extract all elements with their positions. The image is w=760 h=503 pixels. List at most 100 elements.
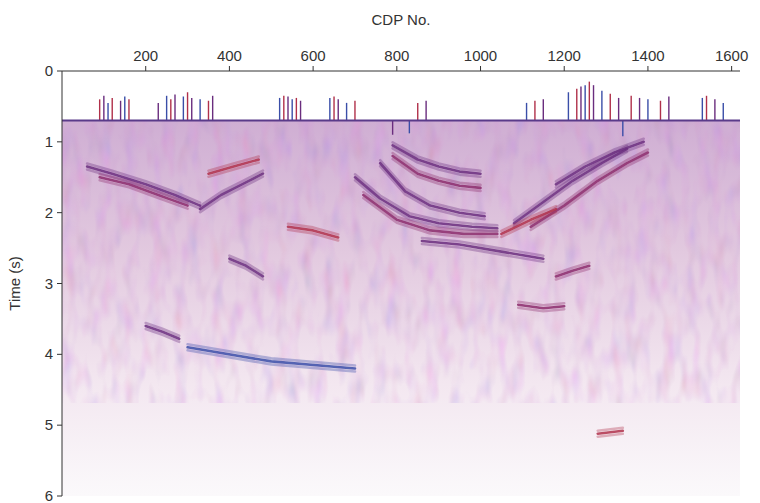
reflector: [229, 262, 263, 280]
reflector: [514, 152, 627, 226]
reflector: [422, 244, 543, 262]
static-trace: [392, 121, 393, 135]
x-tick: [229, 66, 230, 71]
x-tick-label: 1200: [548, 47, 581, 64]
reflector: [363, 198, 497, 237]
y-tick-label: 3: [45, 275, 53, 292]
x-tick: [564, 66, 565, 71]
plot-area: [62, 82, 740, 496]
x-tick: [731, 66, 732, 71]
static-trace: [333, 97, 334, 121]
static-trace: [103, 96, 104, 121]
static-trace: [291, 99, 292, 120]
x-tick: [396, 66, 397, 71]
static-trace: [346, 103, 347, 121]
x-axis-title: CDP No.: [372, 11, 431, 28]
x-tick: [313, 66, 314, 71]
static-trace: [166, 96, 167, 121]
static-trace: [296, 98, 297, 121]
static-trace: [170, 99, 171, 120]
y-tick: [57, 71, 62, 72]
reflector: [393, 159, 481, 191]
static-trace: [622, 121, 623, 137]
reflector: [501, 212, 556, 237]
static-trace: [199, 99, 200, 120]
y-tick-label: 6: [45, 487, 53, 503]
x-tick-label: 600: [301, 47, 326, 64]
static-trace: [425, 101, 426, 121]
y-tick: [57, 141, 62, 142]
static-trace: [187, 92, 188, 120]
section-background: [62, 121, 740, 496]
x-tick: [145, 66, 146, 71]
reflector: [518, 308, 564, 312]
static-trace: [128, 99, 129, 120]
reflector: [501, 209, 556, 234]
static-trace: [610, 94, 611, 121]
y-tick: [57, 212, 62, 213]
static-trace: [593, 85, 594, 120]
y-tick: [57, 354, 62, 355]
static-trace: [208, 101, 209, 121]
static-trace: [589, 82, 590, 121]
y-tick-label: 0: [45, 62, 53, 79]
static-trace: [287, 97, 288, 121]
axes: 200 400 600 800 1000 1200 1400 1600 0 1 2 3 4 5 6: [45, 47, 749, 503]
static-trace: [576, 89, 577, 121]
static-trace: [526, 103, 527, 121]
y-tick: [57, 283, 62, 284]
static-trace: [668, 97, 669, 121]
static-trace: [543, 99, 544, 120]
static-trace: [124, 97, 125, 121]
static-trace: [417, 103, 418, 121]
reflector: [209, 163, 259, 177]
x-tick: [480, 66, 481, 71]
reflector: [209, 160, 259, 174]
static-trace: [120, 101, 121, 121]
y-tick-label: 1: [45, 133, 53, 150]
reflector: [598, 434, 623, 437]
reflector: [501, 206, 556, 231]
static-trace: [714, 99, 715, 120]
reflector: [556, 145, 644, 188]
x-tick-label: 200: [133, 47, 158, 64]
static-trace: [618, 98, 619, 121]
x-tick: [647, 66, 648, 71]
reflector: [100, 180, 188, 208]
static-trace: [647, 99, 648, 120]
static-trace: [409, 121, 410, 134]
y-tick: [57, 425, 62, 426]
reflector: [188, 350, 355, 371]
x-tick-label: 1600: [715, 47, 748, 64]
static-trace: [706, 96, 707, 121]
x-axis-line: [62, 71, 740, 72]
x-tick-label: 400: [217, 47, 242, 64]
x-tick-label: 1000: [464, 47, 497, 64]
static-trace: [601, 91, 602, 121]
static-trace: [99, 99, 100, 120]
reflector: [146, 326, 180, 339]
record-start-line: [62, 120, 740, 122]
y-tick-label: 5: [45, 416, 53, 433]
static-trace: [660, 101, 661, 121]
static-trace: [174, 94, 175, 120]
static-trace: [158, 103, 159, 121]
static-trace: [338, 99, 339, 120]
x-tick-label: 800: [384, 47, 409, 64]
static-trace: [329, 98, 330, 121]
x-tick-label: 1400: [631, 47, 664, 64]
static-trace: [534, 101, 535, 121]
reflector: [200, 177, 263, 212]
reflector: [146, 329, 180, 342]
static-trace: [584, 85, 585, 120]
y-tick-label: 4: [45, 345, 53, 362]
reflector: [422, 241, 543, 259]
static-trace: [183, 97, 184, 121]
static-trace: [279, 98, 280, 121]
y-tick-label: 2: [45, 204, 53, 221]
reflector: [87, 167, 200, 206]
reflector: [556, 269, 589, 280]
chart: 200 400 600 800 1000 1200 1400 1600 0 1 2 3 4 5 6 CDP N…: [0, 0, 760, 503]
static-trace: [354, 101, 355, 121]
static-trace: [580, 87, 581, 121]
